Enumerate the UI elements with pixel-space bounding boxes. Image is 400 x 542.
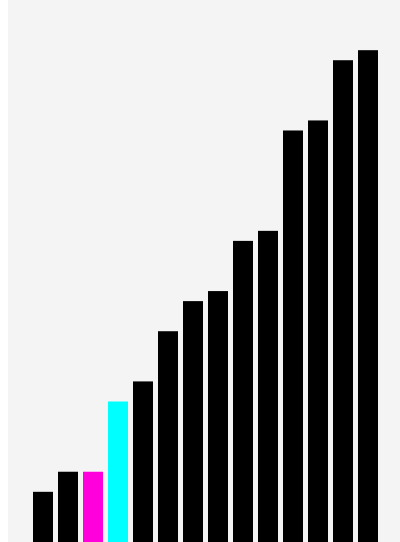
bar <box>58 471 78 542</box>
bar <box>208 291 228 542</box>
bar <box>358 50 378 542</box>
bar <box>108 401 128 542</box>
bar <box>233 240 253 542</box>
bar <box>183 301 203 542</box>
bar <box>333 60 353 542</box>
bar <box>33 491 53 542</box>
bar <box>283 130 303 542</box>
bar <box>258 230 278 542</box>
bar <box>83 471 103 542</box>
bar <box>158 331 178 542</box>
bar <box>133 381 153 542</box>
bar <box>308 120 328 542</box>
